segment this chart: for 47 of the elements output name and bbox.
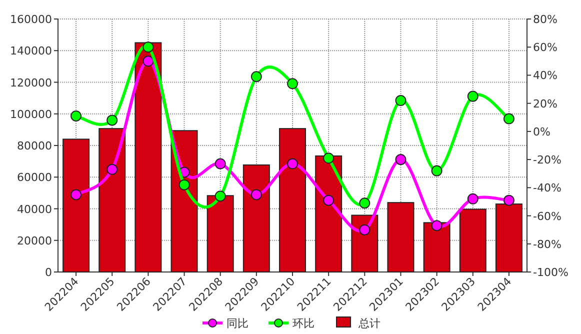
y2-tick-label: 60% [533, 41, 558, 54]
point [323, 152, 334, 164]
y2-tick-label: 80% [533, 13, 558, 26]
y-tick-label: 160000 [10, 13, 52, 26]
point [250, 71, 262, 82]
y2-tick-label: 20% [533, 97, 558, 110]
y2-tick-label: -40% [533, 182, 562, 195]
point [142, 42, 154, 53]
y2-tick-label: -80% [533, 238, 562, 251]
point [70, 110, 82, 122]
point [395, 95, 406, 106]
y2-tick-label: -20% [533, 154, 562, 167]
point [287, 158, 298, 170]
point [467, 90, 478, 102]
point [395, 154, 406, 166]
point [106, 114, 118, 126]
point [106, 164, 118, 175]
point [323, 194, 334, 206]
y-tick-label: 60000 [17, 171, 52, 184]
point [214, 158, 226, 170]
y-tick-label: 80000 [17, 140, 52, 152]
y2-tick-label: -60% [533, 210, 562, 223]
point [431, 165, 442, 176]
point [250, 189, 262, 200]
y2-tick-label: -100% [533, 266, 568, 279]
y2-tick-label: 0% [533, 125, 550, 138]
y-tick-label: 0 [45, 266, 52, 279]
y-tick-label: 100000 [10, 108, 52, 121]
point [287, 78, 298, 90]
y-tick-label: 40000 [17, 202, 52, 216]
point [359, 198, 370, 209]
y-tick-label: 120000 [10, 76, 52, 90]
legend-label: 总计 [358, 317, 380, 330]
y-tick-label: 140000 [10, 44, 52, 58]
y-tick-label: 20000 [17, 234, 52, 248]
point [178, 179, 190, 190]
point [431, 220, 442, 232]
point [503, 113, 514, 124]
y2-tick-label: 40% [533, 69, 558, 82]
point [214, 190, 226, 202]
point [467, 193, 478, 204]
point [359, 224, 370, 236]
legend-label: 环比 [292, 317, 314, 330]
point [503, 194, 514, 206]
legend-label: 同比 [226, 317, 248, 330]
point [70, 189, 82, 200]
point [142, 56, 154, 67]
